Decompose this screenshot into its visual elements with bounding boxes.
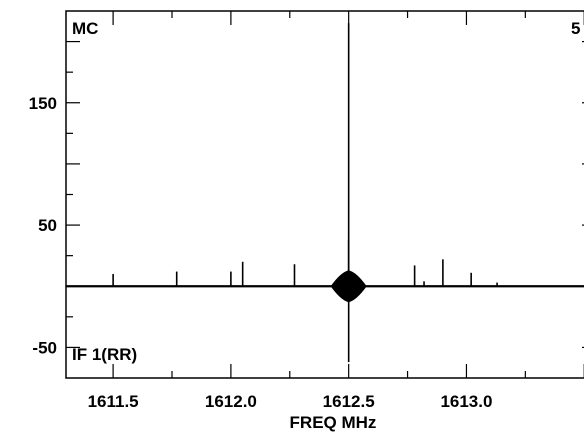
x-tick-label: 1612.0 bbox=[205, 392, 257, 411]
corner-label-left: MC bbox=[72, 19, 98, 38]
bottom-left-label: IF 1(RR) bbox=[72, 345, 137, 364]
axis-ticks bbox=[66, 11, 584, 378]
tick-labels: 1611.5 1612.0 1612.5 1613.0 150 50 -50 bbox=[29, 94, 493, 411]
y-tick-label: 50 bbox=[38, 216, 57, 235]
spectrum-trace bbox=[66, 23, 584, 363]
trace-central-feature bbox=[330, 270, 367, 303]
y-tick-label: 150 bbox=[29, 94, 57, 113]
x-axis-label: FREQ MHz bbox=[290, 413, 377, 432]
x-tick-label: 1613.0 bbox=[440, 392, 492, 411]
y-tick-label: -50 bbox=[32, 338, 57, 357]
x-tick-label: 1612.5 bbox=[323, 392, 375, 411]
x-tick-label: 1611.5 bbox=[88, 392, 139, 411]
corner-label-right: 5 bbox=[571, 19, 580, 38]
plot-frame bbox=[65, 10, 584, 379]
